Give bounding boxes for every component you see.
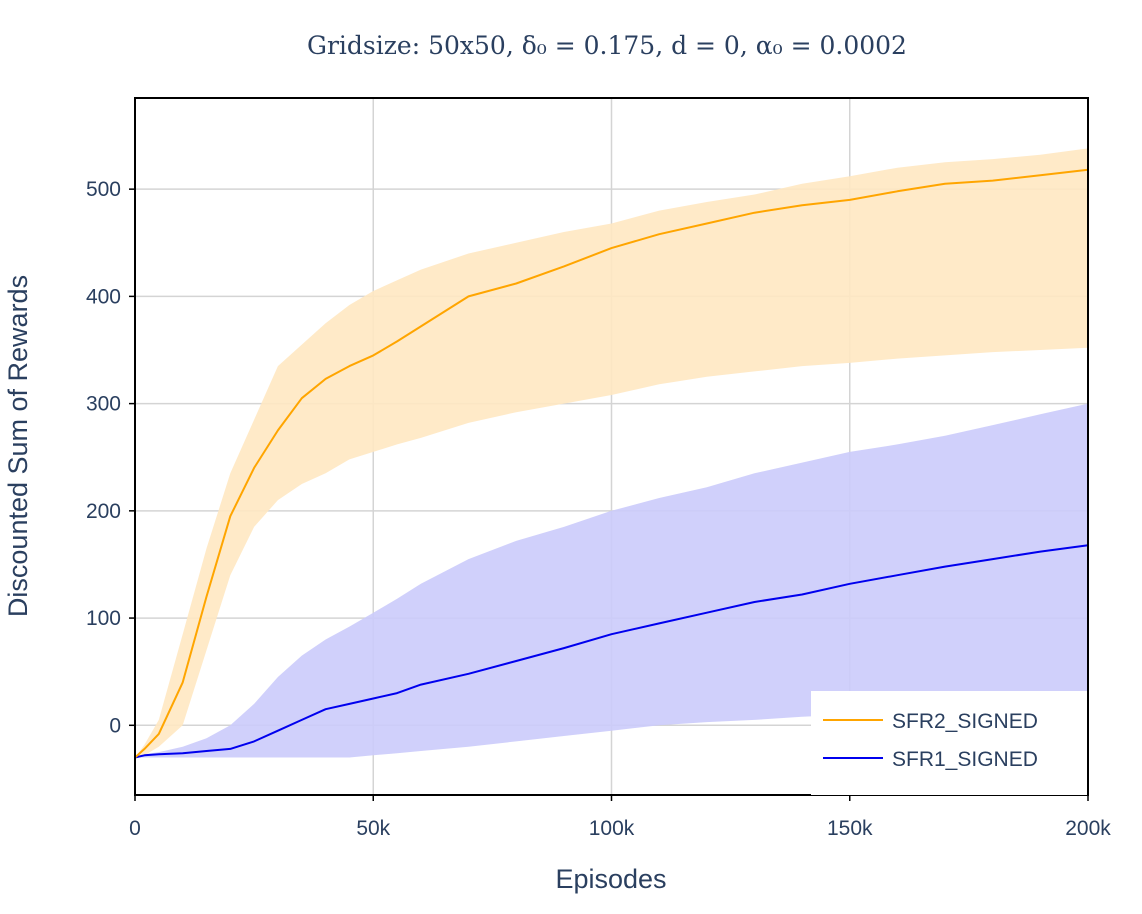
line-sfr1-signed	[134, 544, 1089, 759]
x-tick-label: 200k	[1065, 817, 1111, 840]
x-tick-label: 50k	[356, 817, 390, 840]
y-axis-ticks: 0 100 200 300 400 500	[86, 178, 135, 737]
x-tick-label: 0	[129, 817, 141, 840]
y-tick-label: 200	[86, 500, 121, 523]
x-tick-label: 100k	[589, 817, 635, 840]
y-tick-label: 500	[86, 178, 121, 201]
series-lines	[134, 168, 1089, 759]
x-axis-ticks: 0 50k 100k 150k 200k	[129, 795, 1111, 840]
x-axis-title: Episodes	[555, 864, 666, 894]
legend-label-sfr2-signed: SFR2_SIGNED	[892, 710, 1038, 733]
chart-title: Gridsize: 50x50, δ₀ = 0.175, d = 0, α₀ =…	[307, 31, 907, 60]
confidence-bands	[135, 148, 1088, 758]
x-tick-label: 150k	[827, 817, 873, 840]
y-axis-title: Discounted Sum of Rewards	[3, 275, 33, 617]
legend-background	[811, 691, 1087, 795]
line-sfr2-signed	[134, 168, 1089, 759]
y-tick-label: 300	[86, 393, 121, 416]
legend: SFR2_SIGNED SFR1_SIGNED	[811, 691, 1087, 795]
y-tick-label: 100	[86, 607, 121, 630]
band-sfr1-signed	[135, 403, 1088, 758]
y-tick-label: 400	[86, 285, 121, 308]
y-tick-label: 0	[109, 714, 121, 737]
band-sfr2-signed	[135, 148, 1088, 758]
legend-label-sfr1-signed: SFR1_SIGNED	[892, 748, 1038, 771]
